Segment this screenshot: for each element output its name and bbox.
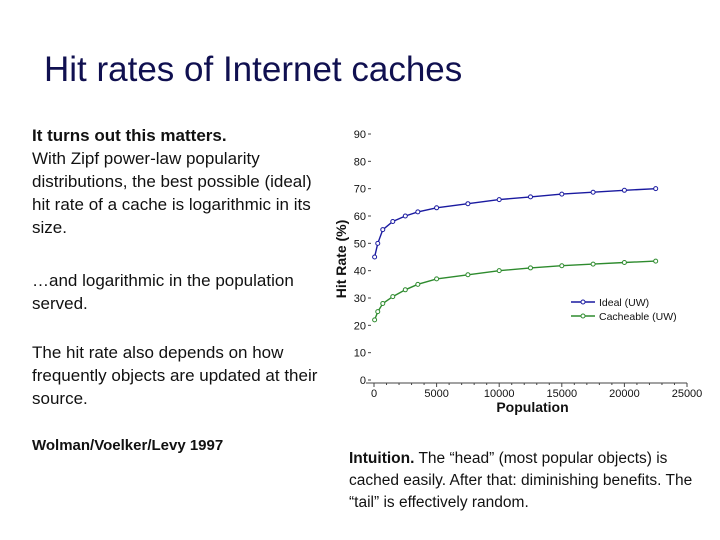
- update-paragraph: The hit rate also depends on how frequen…: [32, 343, 318, 408]
- intro-lead: It turns out this matters.: [32, 126, 227, 145]
- data-point: [402, 287, 408, 293]
- data-point: [559, 263, 565, 269]
- slide-title: Hit rates of Internet caches: [44, 50, 463, 89]
- data-point: [621, 187, 627, 193]
- data-point: [590, 261, 596, 267]
- data-point: [375, 309, 381, 315]
- data-point: [559, 191, 565, 197]
- intuition-lead: Intuition.: [349, 450, 415, 467]
- data-point: [380, 300, 386, 306]
- population-paragraph: …and logarithmic in the population serve…: [32, 271, 294, 313]
- data-point: [465, 272, 471, 278]
- data-point: [380, 227, 386, 233]
- data-point: [372, 254, 378, 260]
- data-point: [434, 205, 440, 211]
- data-point: [653, 258, 659, 264]
- x-tick-label: 10000: [484, 388, 515, 400]
- intuition-note: Intuition. The “head” (most popular obje…: [349, 448, 714, 514]
- data-point: [465, 201, 471, 207]
- legend-marker: [580, 313, 586, 319]
- data-point: [528, 265, 533, 271]
- x-tick-label: 15000: [547, 388, 578, 400]
- y-tick-label: 30: [354, 293, 366, 305]
- data-point: [402, 213, 408, 219]
- data-point: [415, 281, 421, 287]
- x-axis-title: Population: [496, 399, 568, 415]
- data-point: [496, 197, 502, 203]
- x-tick-label: 0: [371, 388, 377, 400]
- data-point: [390, 294, 396, 300]
- y-tick-label: 40: [354, 266, 366, 278]
- data-point: [434, 276, 440, 282]
- y-tick-label: 50: [354, 238, 366, 250]
- data-point: [621, 259, 627, 265]
- chart-axes: 0 5000 10000 15000 20000 25000 0 10 20 30 40 50 60 70…: [354, 129, 703, 400]
- data-point: [390, 218, 396, 224]
- data-point: [415, 209, 421, 215]
- y-tick-label: 10: [354, 348, 366, 360]
- y-tick-label: 60: [354, 211, 366, 223]
- intro-paragraph: It turns out this matters. With Zipf pow…: [32, 124, 332, 239]
- intro-body: With Zipf power-law popularity distribut…: [32, 149, 312, 237]
- y-tick-label: 0: [360, 375, 366, 387]
- y-tick-label: 70: [354, 184, 366, 196]
- citation: Wolman/Voelker/Levy 1997: [32, 437, 224, 454]
- data-point: [372, 317, 378, 323]
- x-tick-label: 20000: [609, 388, 640, 400]
- chart-series: [372, 186, 659, 323]
- y-tick-label: 80: [354, 156, 366, 168]
- series-line-ideal: [373, 188, 656, 258]
- legend-marker: [580, 299, 586, 305]
- data-point: [590, 189, 596, 195]
- y-tick-label: 90: [354, 129, 366, 141]
- x-tick-label: 5000: [424, 388, 448, 400]
- data-point: [653, 186, 659, 192]
- intuition-body: The “head” (most popular objects) is cac…: [349, 450, 693, 511]
- y-tick-label: 20: [354, 320, 366, 332]
- data-point: [528, 194, 533, 200]
- legend-label: Cacheable (UW): [599, 311, 677, 323]
- data-point: [496, 268, 502, 274]
- x-tick-label: 25000: [672, 388, 703, 400]
- legend-label: Ideal (UW): [599, 297, 649, 309]
- y-axis-title: Hit Rate (%): [333, 220, 349, 299]
- chart-legend: Ideal (UW) Cacheable (UW): [571, 297, 677, 323]
- data-point: [375, 240, 381, 246]
